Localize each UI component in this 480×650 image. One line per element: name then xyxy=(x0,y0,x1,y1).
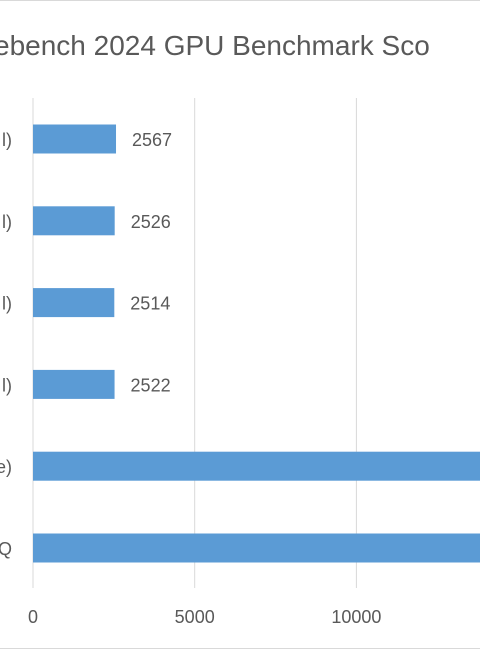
x-tick-label-0: 0 xyxy=(28,607,38,627)
category-label-5: e) xyxy=(0,457,12,477)
category-label-3: l) xyxy=(2,294,12,314)
bar-3 xyxy=(33,288,115,318)
category-label-2: l) xyxy=(2,212,12,232)
x-tick-label-5000: 5000 xyxy=(175,607,215,627)
bar-1 xyxy=(33,124,117,154)
bar-6 xyxy=(33,533,480,563)
bar-value-label-2: 2526 xyxy=(131,212,171,232)
bar-value-label-4: 2522 xyxy=(131,375,171,395)
bar-value-label-3: 2514 xyxy=(130,294,170,314)
x-tick-label-10000: 10000 xyxy=(331,607,381,627)
bar-5 xyxy=(33,451,480,481)
bar-value-label-1: 2567 xyxy=(132,130,172,150)
category-label-1: l) xyxy=(2,130,12,150)
chart-title: ebench 2024 GPU Benchmark Sco xyxy=(0,30,430,61)
bar-2 xyxy=(33,206,115,236)
category-label-6: Q xyxy=(0,539,12,559)
bar-4 xyxy=(33,369,115,399)
category-label-4: l) xyxy=(2,375,12,395)
